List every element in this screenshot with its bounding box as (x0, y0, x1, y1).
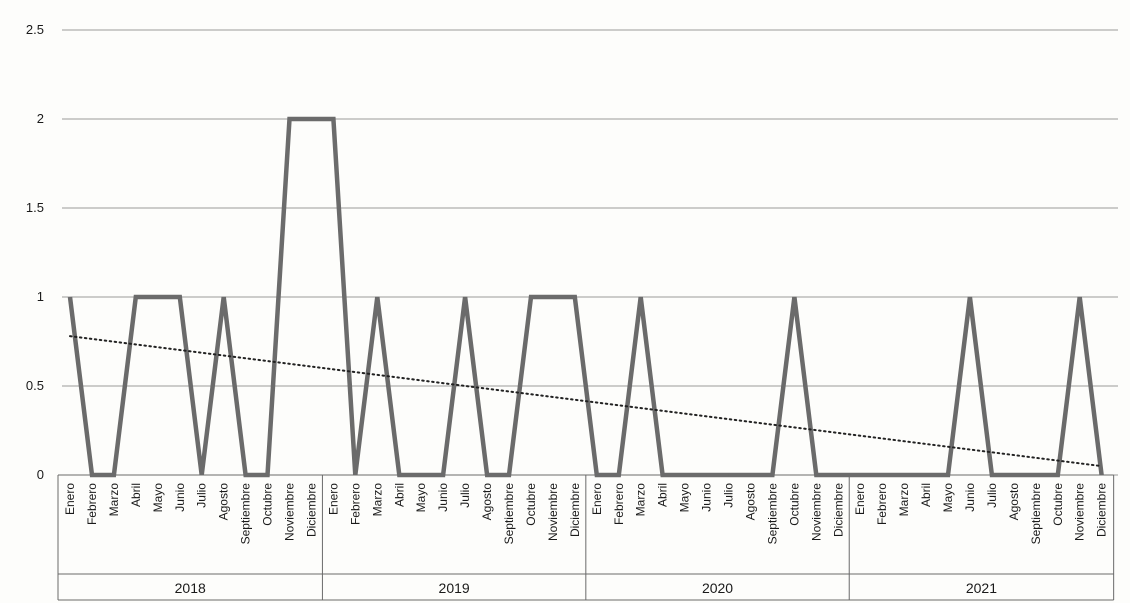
x-tick-label: Agosto (480, 483, 494, 521)
x-tick-label: Junio (700, 483, 714, 512)
x-tick-label: Agosto (217, 483, 231, 521)
x-tick-label: Junio (436, 483, 450, 512)
x-tick-label: Octubre (787, 483, 801, 526)
x-tick-label: Octubre (261, 483, 275, 526)
x-tick-label: Julio (195, 483, 209, 508)
y-tick-label: 1.5 (26, 200, 44, 215)
x-tick-label: Julio (985, 483, 999, 508)
year-label: 2019 (439, 580, 470, 596)
x-tick-label: Abril (656, 483, 670, 507)
x-tick-label: Marzo (634, 483, 648, 517)
x-tick-label: Enero (853, 483, 867, 515)
axes (57, 474, 1115, 601)
y-tick-label: 0 (37, 467, 44, 482)
x-tick-label: Mayo (151, 483, 165, 513)
x-tick-label: Abril (129, 483, 143, 507)
x-tick-label: Octubre (1051, 483, 1065, 526)
x-tick-label: Septiembre (1029, 483, 1043, 545)
x-axis-ticks: Enero Febrero Marzo Abril Mayo Junio Julio Agos… (63, 483, 1109, 545)
series-line (67, 116, 1104, 478)
y-tick-label: 2.5 (26, 22, 44, 37)
x-tick-label: Julio (722, 483, 736, 508)
x-tick-label: Diciembre (831, 483, 845, 537)
x-tick-label: Octubre (524, 483, 538, 526)
year-group-labels: 2018 2019 2020 2021 (175, 580, 998, 596)
x-tick-label: Noviembre (546, 483, 560, 541)
x-tick-label: Septiembre (765, 483, 779, 545)
x-tick-label: Mayo (414, 483, 428, 513)
x-tick-label: Marzo (370, 483, 384, 517)
x-tick-label: Febrero (348, 483, 362, 525)
x-tick-label: Diciembre (568, 483, 582, 537)
x-tick-label: Diciembre (304, 483, 318, 537)
x-tick-label: Septiembre (239, 483, 253, 545)
x-tick-label: Febrero (612, 483, 626, 525)
y-tick-label: 1 (37, 289, 44, 304)
x-tick-label: Noviembre (283, 483, 297, 541)
series-layer (67, 116, 1104, 478)
year-label: 2018 (175, 580, 206, 596)
x-tick-label: Diciembre (1095, 483, 1109, 537)
y-tick-label: 0.5 (26, 378, 44, 393)
x-tick-label: Marzo (107, 483, 121, 517)
y-tick-label: 2 (37, 111, 44, 126)
x-tick-label: Enero (63, 483, 77, 515)
x-tick-label: Febrero (85, 483, 99, 525)
x-tick-label: Septiembre (502, 483, 516, 545)
x-tick-label: Marzo (897, 483, 911, 517)
trendline-layer (69, 335, 1103, 468)
x-tick-label: Febrero (875, 483, 889, 525)
x-tick-label: Enero (590, 483, 604, 515)
x-tick-label: Junio (963, 483, 977, 512)
trendline (69, 335, 1103, 468)
x-tick-label: Mayo (678, 483, 692, 513)
year-label: 2021 (966, 580, 997, 596)
x-tick-label: Abril (919, 483, 933, 507)
x-tick-label: Agosto (1007, 483, 1021, 521)
x-tick-label: Noviembre (809, 483, 823, 541)
x-tick-label: Abril (392, 483, 406, 507)
x-tick-label: Junio (173, 483, 187, 512)
x-tick-label: Mayo (941, 483, 955, 513)
y-axis-ticks: 0 0.5 1 1.5 2 2.5 (26, 22, 44, 482)
x-tick-label: Agosto (743, 483, 757, 521)
x-tick-label: Julio (458, 483, 472, 508)
x-tick-label: Noviembre (1073, 483, 1087, 541)
x-tick-label: Enero (326, 483, 340, 515)
year-label: 2020 (702, 580, 733, 596)
